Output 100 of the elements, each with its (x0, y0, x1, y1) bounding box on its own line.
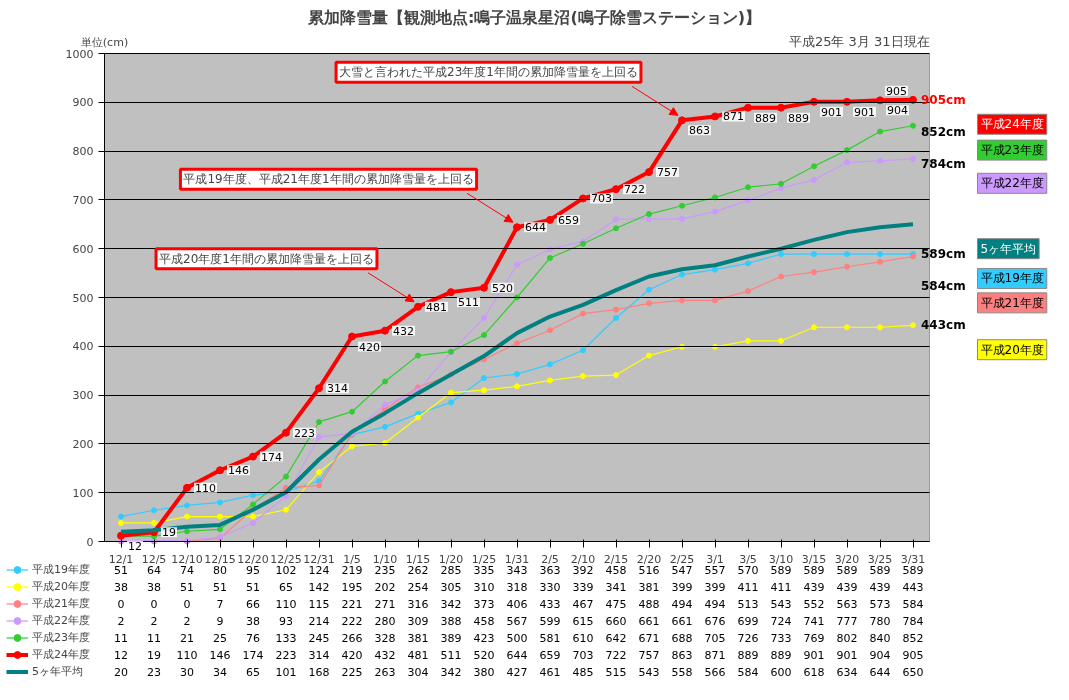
data-label: 500 (506, 632, 528, 645)
annotation: 871 (723, 110, 744, 124)
y-tick-label: 200 (72, 437, 94, 451)
data-label: 280 (374, 615, 396, 628)
data-label: 443 (902, 581, 924, 594)
x-tick-label: 12/31 (303, 552, 335, 566)
annotation: 平成20年度1年間の累加降雪量を上回る (159, 251, 374, 266)
data-label: 74 (180, 564, 194, 577)
data-label: 889 (770, 649, 792, 662)
data-label: 543 (770, 598, 792, 611)
annotation: 863 (689, 124, 710, 138)
data-label: 644 (869, 666, 891, 679)
data-label: 142 (308, 581, 330, 594)
data-label: 644 (506, 649, 528, 662)
data-label: 51 (114, 564, 128, 577)
x-tick-label: 1/25 (471, 552, 497, 566)
text: 平成21年度 (980, 295, 1044, 310)
data-label: 671 (638, 632, 660, 645)
text: 平成23年度 (980, 143, 1044, 158)
text: 平成22年度 (980, 176, 1044, 191)
data-label: 21 (180, 632, 194, 645)
annotation: 12 (128, 539, 142, 553)
x-tick-label: 3/5 (739, 552, 757, 566)
data-label: 589 (803, 564, 825, 577)
data-label: 515 (605, 666, 627, 679)
data-label: 599 (539, 615, 561, 628)
data-label: 570 (737, 564, 759, 577)
data-label: 12 (114, 649, 128, 662)
data-label: 705 (704, 632, 726, 645)
data-label: 901 (836, 649, 858, 662)
annotation: 19 (162, 526, 176, 540)
annotation: 584cm (921, 279, 966, 294)
data-label: 304 (407, 666, 429, 679)
data-label: 467 (572, 598, 594, 611)
annotation: 905cm (921, 92, 966, 107)
y-tick-label: 600 (72, 242, 94, 256)
chart-subtitle: 平成25年 3月 31日現在 (788, 33, 930, 49)
annotation: 174 (261, 450, 282, 464)
annotation: 659 (558, 213, 579, 227)
data-label: 411 (770, 581, 792, 594)
data-label: 757 (638, 649, 660, 662)
annotation: 589cm (921, 247, 966, 262)
data-label: 573 (869, 598, 891, 611)
text: 平成20年度 (980, 342, 1044, 357)
data-label: 769 (803, 632, 825, 645)
data-label: 840 (869, 632, 891, 645)
data-label: 659 (539, 649, 561, 662)
data-label: 65 (246, 666, 260, 679)
y-tick-label: 100 (72, 486, 94, 500)
data-label: 433 (539, 598, 561, 611)
data-label: 724 (770, 615, 792, 628)
annotation: 703 (591, 192, 612, 206)
data-label: 263 (374, 666, 396, 679)
data-label: 726 (737, 632, 759, 645)
x-tick-label: 3/25 (867, 552, 893, 566)
x-tick-label: 2/20 (636, 552, 662, 566)
data-label: 552 (803, 598, 825, 611)
annotation: 722 (624, 183, 645, 197)
data-label: 563 (836, 598, 858, 611)
y-tick-label: 500 (72, 291, 94, 305)
data-label: 439 (836, 581, 858, 594)
data-label: 80 (213, 564, 227, 577)
data-label: 115 (308, 598, 330, 611)
data-label: 557 (704, 564, 726, 577)
data-label: 584 (737, 666, 759, 679)
x-tick-label: 12/15 (204, 552, 236, 566)
data-label: 423 (473, 632, 495, 645)
data-label: 102 (275, 564, 297, 577)
data-label: 342 (440, 598, 462, 611)
data-label: 584 (902, 598, 924, 611)
data-label: 485 (572, 666, 594, 679)
annotation: 757 (657, 166, 678, 180)
data-label: 566 (704, 666, 726, 679)
text: 5ヶ年平均 (980, 241, 1037, 256)
annotation: 644 (525, 221, 546, 235)
data-label: 222 (341, 615, 363, 628)
data-label: 780 (869, 615, 891, 628)
data-label: 494 (704, 598, 726, 611)
data-label: 76 (246, 632, 260, 645)
data-label: 688 (671, 632, 693, 645)
data-label: 202 (374, 581, 396, 594)
legend-label: 平成19年度 (32, 562, 90, 578)
data-label: 784 (902, 615, 924, 628)
data-label: 38 (147, 581, 161, 594)
data-label: 309 (407, 615, 429, 628)
data-label: 733 (770, 632, 792, 645)
data-label: 458 (473, 615, 495, 628)
data-label: 133 (275, 632, 297, 645)
annotation: 901 (821, 105, 842, 119)
data-label: 245 (308, 632, 330, 645)
data-label: 342 (440, 666, 462, 679)
data-label: 95 (246, 564, 260, 577)
data-label: 802 (836, 632, 858, 645)
x-tick-label: 2/25 (669, 552, 695, 566)
annotation: 889 (755, 111, 776, 125)
data-label: 225 (341, 666, 363, 679)
data-label: 863 (671, 649, 693, 662)
y-tick-label: 300 (72, 389, 94, 403)
data-label: 389 (440, 632, 462, 645)
data-label: 852 (902, 632, 924, 645)
